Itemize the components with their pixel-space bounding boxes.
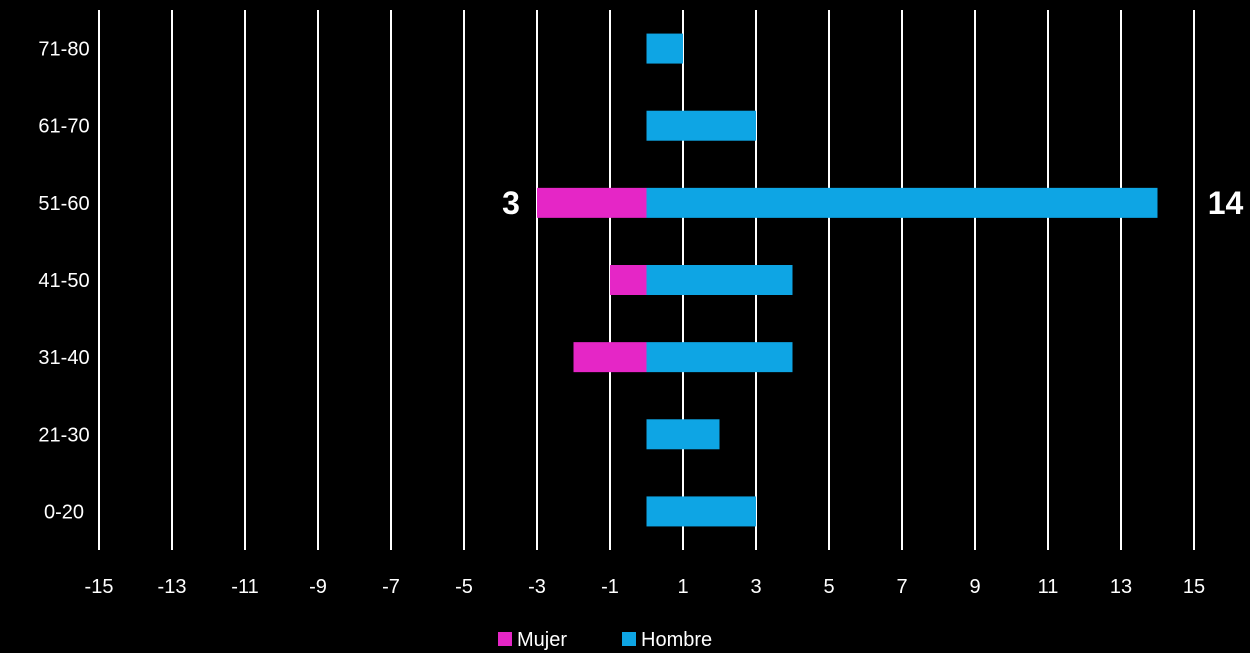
x-tick-label: -15 <box>85 576 114 598</box>
x-tick-label: 3 <box>750 576 761 598</box>
x-tick-label: 15 <box>1183 576 1205 598</box>
bars <box>537 33 1158 527</box>
y-tick-label: 61-70 <box>38 116 89 138</box>
x-tick-label: 1 <box>677 576 688 598</box>
legend-label-mujer: Mujer <box>517 629 567 651</box>
y-tick-label: 0-20 <box>44 501 84 523</box>
bar-mujer-41-50 <box>610 265 647 295</box>
data-label: 14 <box>1208 185 1244 221</box>
bar-hombre-71-80 <box>646 33 683 64</box>
bar-mujer-31-40 <box>573 342 647 373</box>
bar-hombre-0-20 <box>646 496 756 527</box>
x-tick-label: -9 <box>309 576 327 598</box>
grid-lines <box>98 10 1195 550</box>
x-tick-label: -1 <box>601 576 619 598</box>
data-label: 3 <box>502 185 520 221</box>
legend: Mujer Hombre <box>498 629 712 651</box>
y-tick-label: 21-30 <box>38 424 89 446</box>
x-tick-label: -3 <box>528 576 546 598</box>
data-labels: 3 14 <box>502 185 1243 221</box>
y-tick-label: 51-60 <box>38 193 89 215</box>
bar-mujer-51-60 <box>537 187 647 218</box>
y-tick-label: 31-40 <box>38 347 89 369</box>
x-tick-label: 9 <box>969 576 980 598</box>
legend-swatch-hombre <box>622 632 636 646</box>
x-tick-label: -5 <box>455 576 473 598</box>
x-tick-label: 11 <box>1038 576 1059 598</box>
bar-hombre-61-70 <box>646 110 756 141</box>
bar-hombre-21-30 <box>646 419 720 450</box>
legend-swatch-mujer <box>498 632 512 646</box>
x-tick-label: -7 <box>382 576 400 598</box>
legend-label-hombre: Hombre <box>641 629 712 651</box>
y-axis-labels: 0-20 21-30 31-40 41-50 51-60 61-70 71-80 <box>38 39 89 524</box>
y-tick-label: 41-50 <box>38 270 89 292</box>
bar-hombre-41-50 <box>646 265 793 295</box>
x-axis-labels: -15 -13 -11 -9 -7 -5 -3 -1 1 3 5 7 9 11 13 15 <box>85 576 1206 598</box>
x-tick-label: 7 <box>896 576 907 598</box>
x-tick-label: 5 <box>823 576 834 598</box>
bar-hombre-51-60 <box>646 187 1158 218</box>
y-tick-label: 71-80 <box>38 39 89 61</box>
x-tick-label: -13 <box>158 576 187 598</box>
x-tick-label: -11 <box>231 576 258 598</box>
x-tick-label: 13 <box>1110 576 1132 598</box>
bar-hombre-31-40 <box>646 342 793 373</box>
